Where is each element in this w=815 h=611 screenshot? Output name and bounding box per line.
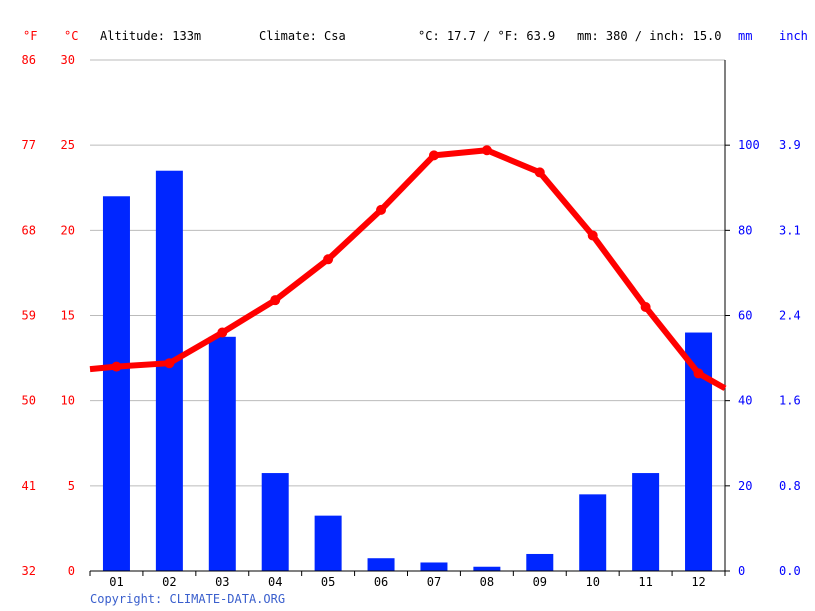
precipitation-bar bbox=[632, 473, 660, 571]
mm-tick-label: 20 bbox=[738, 479, 752, 493]
temperature-point bbox=[323, 254, 334, 265]
precipitation-bars bbox=[102, 170, 713, 571]
climate-label: Climate: Csa bbox=[259, 29, 346, 43]
precipitation-bar bbox=[261, 473, 289, 571]
precipitation-bar bbox=[685, 332, 713, 571]
unit-mm-label: mm bbox=[738, 29, 752, 43]
fahrenheit-tick-label: 41 bbox=[22, 479, 36, 493]
month-label: 03 bbox=[215, 575, 229, 589]
month-label: 05 bbox=[321, 575, 335, 589]
mm-tick-label: 80 bbox=[738, 223, 752, 237]
temperature-line bbox=[89, 145, 727, 391]
mm-tick-label: 60 bbox=[738, 309, 752, 323]
inch-tick-label: 2.4 bbox=[779, 309, 801, 323]
temperature-point bbox=[217, 327, 228, 338]
fahrenheit-tick-label: 77 bbox=[22, 138, 36, 152]
temperature-point bbox=[428, 150, 439, 161]
month-label: 06 bbox=[374, 575, 388, 589]
month-label: 11 bbox=[638, 575, 652, 589]
month-label: 09 bbox=[533, 575, 547, 589]
mm-tick-label: 40 bbox=[738, 394, 752, 408]
temperature-point bbox=[640, 301, 651, 312]
mm-tick-label: 0 bbox=[738, 564, 745, 578]
precipitation-total-label: mm: 380 / inch: 15.0 bbox=[577, 29, 722, 43]
gridlines bbox=[90, 59, 725, 572]
copyright-text: Copyright: CLIMATE-DATA.ORG bbox=[90, 592, 285, 606]
temperature-point bbox=[111, 361, 122, 372]
inch-tick-label: 3.9 bbox=[779, 138, 801, 152]
celsius-tick-label: 5 bbox=[68, 479, 75, 493]
month-label: 07 bbox=[427, 575, 441, 589]
precipitation-bar bbox=[208, 336, 236, 571]
month-label: 12 bbox=[691, 575, 705, 589]
inch-tick-label: 0.0 bbox=[779, 564, 801, 578]
temperature-average-label: °C: 17.7 / °F: 63.9 bbox=[418, 29, 555, 43]
temperature-point bbox=[693, 368, 704, 379]
unit-inch-label: inch bbox=[779, 29, 808, 43]
temperature-point bbox=[164, 358, 175, 369]
fahrenheit-tick-label: 59 bbox=[22, 309, 36, 323]
fahrenheit-tick-label: 50 bbox=[22, 394, 36, 408]
precipitation-bar bbox=[579, 494, 607, 571]
precipitation-bar bbox=[155, 170, 183, 571]
mm-tick-label: 100 bbox=[738, 138, 760, 152]
axis-labels: 30 86 25 77 20 68 15 59 10 50 5 41 0 32 100 3.9 80 3.1 60 2… bbox=[22, 53, 801, 578]
unit-fahrenheit-label: °F bbox=[23, 29, 37, 43]
celsius-tick-label: 0 bbox=[68, 564, 75, 578]
temperature-point bbox=[376, 204, 387, 215]
month-label: 01 bbox=[109, 575, 123, 589]
temperature-point bbox=[587, 230, 598, 241]
fahrenheit-tick-label: 86 bbox=[22, 53, 36, 67]
inch-tick-label: 0.8 bbox=[779, 479, 801, 493]
celsius-tick-label: 15 bbox=[61, 309, 75, 323]
month-label: 10 bbox=[585, 575, 599, 589]
celsius-tick-label: 10 bbox=[61, 394, 75, 408]
fahrenheit-tick-label: 68 bbox=[22, 223, 36, 237]
celsius-tick-label: 30 bbox=[61, 53, 75, 67]
temperature-line-path bbox=[89, 147, 727, 391]
inch-tick-label: 1.6 bbox=[779, 394, 801, 408]
celsius-tick-label: 20 bbox=[61, 223, 75, 237]
precipitation-bar bbox=[473, 566, 501, 571]
x-ticks: 01 02 03 04 05 06 07 08 09 10 11 12 bbox=[89, 571, 726, 589]
inch-tick-label: 3.1 bbox=[779, 223, 801, 237]
precipitation-bar bbox=[314, 515, 342, 571]
celsius-tick-label: 25 bbox=[61, 138, 75, 152]
precipitation-bar bbox=[367, 558, 395, 571]
fahrenheit-tick-label: 32 bbox=[22, 564, 36, 578]
temperature-point bbox=[481, 145, 492, 156]
precipitation-bar bbox=[420, 562, 448, 571]
temperature-point bbox=[270, 295, 281, 306]
unit-celsius-label: °C bbox=[64, 29, 78, 43]
precipitation-bar bbox=[526, 553, 554, 571]
month-label: 02 bbox=[162, 575, 176, 589]
altitude-label: Altitude: 133m bbox=[100, 29, 201, 43]
precipitation-bar bbox=[102, 196, 130, 571]
month-label: 04 bbox=[268, 575, 282, 589]
temperature-point bbox=[534, 167, 545, 178]
month-label: 08 bbox=[480, 575, 494, 589]
